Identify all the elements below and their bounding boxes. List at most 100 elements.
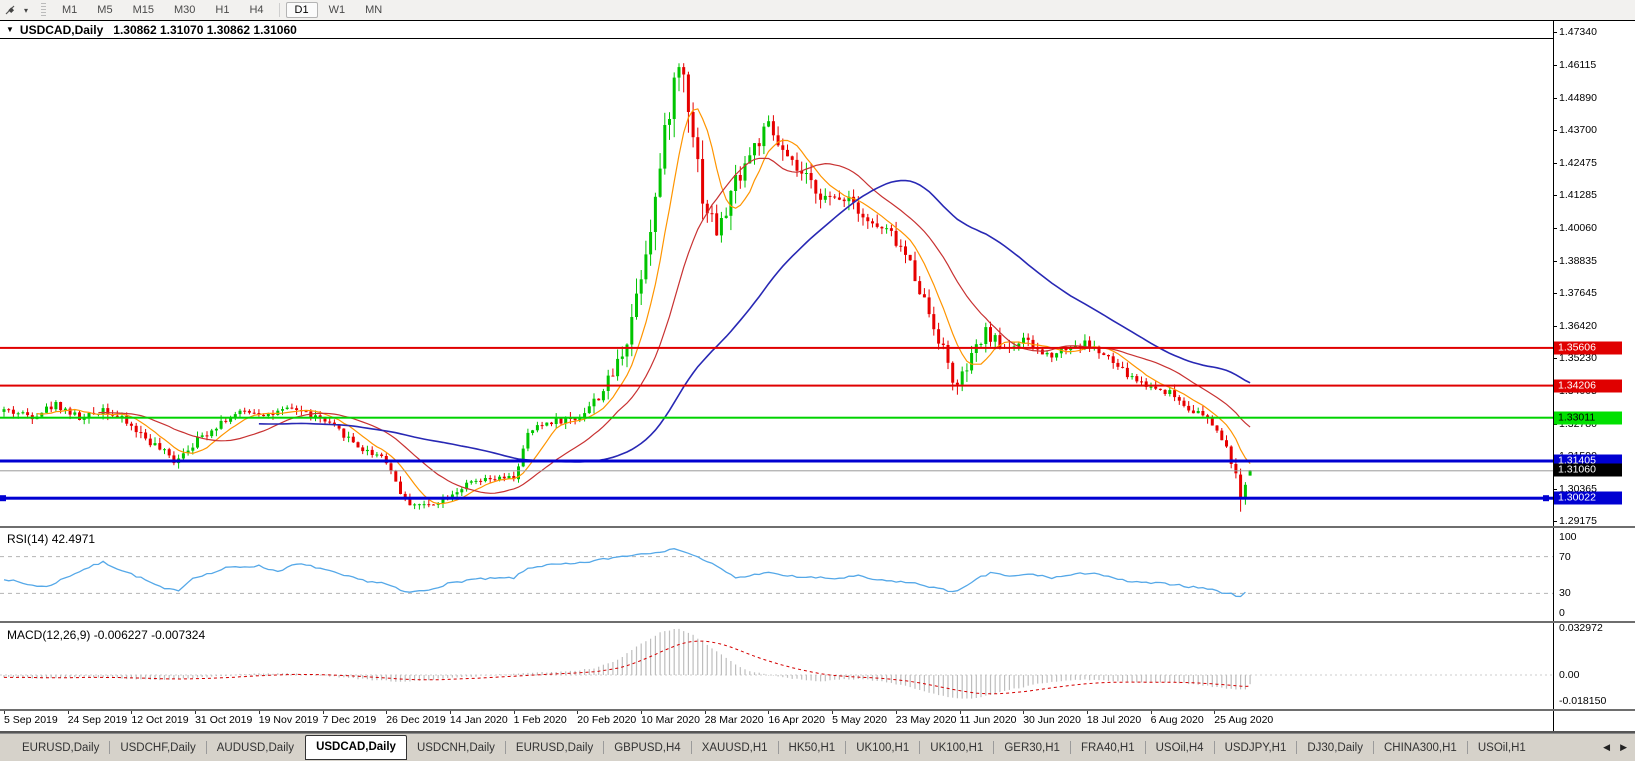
tab-usoil-h1[interactable]: USOil,H1 xyxy=(1477,741,1526,754)
tab-separator xyxy=(690,741,692,754)
tab-usoil-h4[interactable]: USOil,H4 xyxy=(1155,741,1204,754)
rsi-scale-label: 30 xyxy=(1559,587,1571,600)
price-tick-label: 1.43700 xyxy=(1559,123,1597,136)
time-tick xyxy=(1150,711,1152,714)
tab-usdcnh-daily[interactable]: USDCNH,Daily xyxy=(416,741,495,754)
right-arrow-icon[interactable]: ▶ xyxy=(1620,742,1627,752)
horizontal-line-1.31405[interactable] xyxy=(0,459,1553,463)
main-rsi-divider[interactable] xyxy=(0,526,1635,528)
timeframe-button-m1[interactable]: M1 xyxy=(62,4,78,16)
tab-xauusd-h1[interactable]: XAUUSD,H1 xyxy=(701,741,768,754)
price-tick-dash xyxy=(1553,292,1557,294)
chart-window-top-border xyxy=(0,20,1635,21)
timeframe-button-w1[interactable]: W1 xyxy=(328,4,346,16)
line-right-marker[interactable] xyxy=(1543,495,1549,502)
tab-usdcad-daily[interactable]: USDCAD,Daily xyxy=(305,735,407,760)
time-tick xyxy=(832,711,834,714)
time-label: 12 Oct 2019 xyxy=(131,714,189,726)
tab-fra40-h1[interactable]: FRA40,H1 xyxy=(1080,741,1135,754)
time-tick xyxy=(641,711,642,714)
tab-separator xyxy=(1372,741,1374,754)
tab-eurusd-daily[interactable]: EURUSD,Daily xyxy=(515,741,594,754)
time-label: 14 Jan 2020 xyxy=(449,714,508,726)
timeframe-button-d1[interactable]: D1 xyxy=(285,2,318,18)
ma-mid xyxy=(98,157,1251,494)
timeframe-toolbar: ▾ M1 M5 M15 M30 H1 H4 D1 W1 MN xyxy=(0,0,1635,21)
price-line-label-1.35606: 1.35606 xyxy=(1554,341,1622,355)
tab-separator xyxy=(1466,741,1468,754)
price-tick-label: 1.41285 xyxy=(1559,189,1597,201)
tab-separator xyxy=(603,741,605,754)
horizontal-line-1.33011[interactable] xyxy=(0,416,1553,419)
tab-separator xyxy=(1213,741,1215,754)
tab-china300-h1[interactable]: CHINA300,H1 xyxy=(1383,741,1457,754)
time-label: 11 Jun 2020 xyxy=(959,714,1017,726)
tab-usdchf-daily[interactable]: USDCHF,Daily xyxy=(120,741,196,754)
time-tick xyxy=(1086,711,1088,714)
time-tick xyxy=(768,711,770,714)
tab-separator xyxy=(504,741,506,754)
horizontal-line-1.34206[interactable] xyxy=(0,384,1553,387)
cursor-indicator-icon[interactable]: ▾ xyxy=(0,4,33,16)
left-arrow-icon[interactable]: ◀ xyxy=(1603,742,1611,752)
tab-ger30-h1[interactable]: GER30,H1 xyxy=(1004,741,1060,754)
tab-audusd-daily[interactable]: AUDUSD,Daily xyxy=(216,741,295,754)
time-tick xyxy=(195,711,197,714)
price-tick-label: 1.42475 xyxy=(1559,156,1597,169)
time-label: 25 Aug 2020 xyxy=(1214,714,1274,726)
tab-uk100-h1[interactable]: UK100,H1 xyxy=(856,741,910,754)
price-tick-dash xyxy=(1553,521,1557,522)
tab-eurusd-daily[interactable]: EURUSD,Daily xyxy=(22,741,100,754)
tab-scroll-arrows: ◀ ▶ xyxy=(1595,742,1635,753)
tab-hk50-h1[interactable]: HK50,H1 xyxy=(788,741,836,754)
time-tick xyxy=(513,711,515,714)
price-tick-dash xyxy=(1553,64,1557,66)
timeframe-button-m15[interactable]: M15 xyxy=(132,4,154,16)
price-axis-line xyxy=(1553,21,1554,731)
timeframe-button-mn[interactable]: MN xyxy=(365,4,383,16)
tab-usdjpy-h1[interactable]: USDJPY,H1 xyxy=(1224,741,1287,754)
time-label: 19 Nov 2019 xyxy=(258,714,319,726)
price-tick-dash xyxy=(1553,129,1557,131)
price-tick-dash xyxy=(1553,227,1557,229)
price-line-label-1.30022: 1.30022 xyxy=(1554,491,1622,505)
tab-dj30-daily[interactable]: DJ30,Daily xyxy=(1307,741,1363,754)
ma-slow xyxy=(258,179,1251,463)
horizontal-line-1.35606[interactable] xyxy=(0,346,1553,349)
timeframe-button-m30[interactable]: M30 xyxy=(173,4,196,16)
timeframe-button-m5[interactable]: M5 xyxy=(97,4,113,16)
time-tick xyxy=(449,711,451,714)
price-tick-dash xyxy=(1553,260,1557,262)
rsi-macd-divider[interactable] xyxy=(0,621,1635,623)
rsi-name: RSI(14) xyxy=(7,532,49,546)
rsi-indicator-label: RSI(14) 42.4971 xyxy=(7,532,95,546)
price-line-label-1.33011: 1.33011 xyxy=(1554,411,1622,425)
time-label: 5 Sep 2019 xyxy=(4,714,58,726)
time-tick xyxy=(4,711,5,714)
macd-signal-line xyxy=(4,640,1251,695)
price-tick-label: 1.38835 xyxy=(1559,254,1597,267)
time-tick xyxy=(704,711,706,714)
time-tick xyxy=(959,711,961,714)
triangle-down-icon[interactable]: ▼ xyxy=(6,25,14,34)
time-tick xyxy=(131,711,133,714)
timeframe-button-h4[interactable]: H4 xyxy=(249,4,264,16)
timeframe-button-h1[interactable]: H1 xyxy=(215,4,230,16)
macd-indicator-label: MACD(12,26,9) -0.006227 -0.007324 xyxy=(7,628,205,642)
time-label: 6 Aug 2020 xyxy=(1150,714,1204,726)
tab-uk100-h1[interactable]: UK100,H1 xyxy=(930,741,984,754)
price-tick-dash xyxy=(1553,195,1557,196)
price-tick-dash xyxy=(1553,358,1557,359)
time-label: 10 Mar 2020 xyxy=(641,714,700,726)
toolbar-drag-handle[interactable] xyxy=(41,3,47,17)
macd-scale-label: 0.032972 xyxy=(1559,621,1603,634)
cursor-indicator-glyph xyxy=(5,5,15,15)
time-tick xyxy=(67,711,69,714)
tab-gbpusd-h4[interactable]: GBPUSD,H4 xyxy=(614,741,681,754)
tab-separator xyxy=(845,741,847,754)
horizontal-line-1.30022[interactable] xyxy=(0,496,1553,500)
line-left-marker[interactable] xyxy=(0,495,6,502)
rsi-value: 42.4971 xyxy=(51,532,96,546)
